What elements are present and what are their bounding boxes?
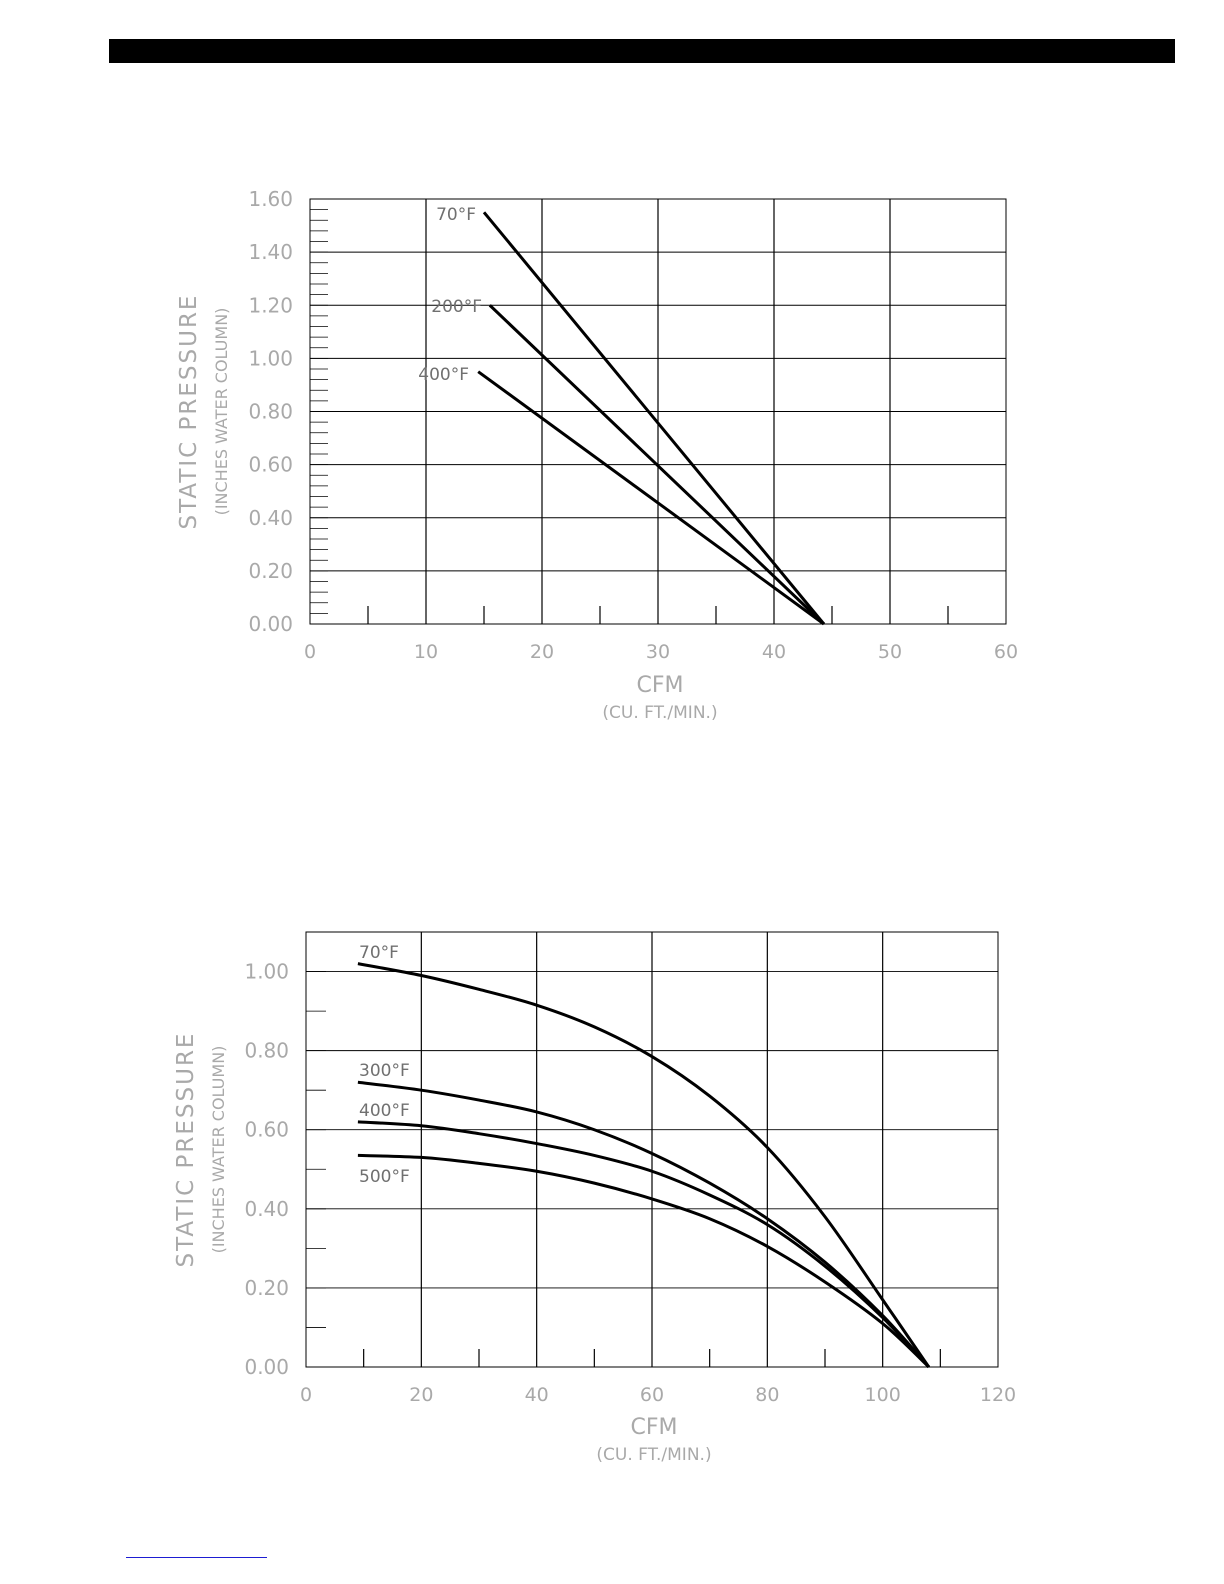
x-tick-label: 50 — [878, 641, 902, 663]
x-tick-label: 120 — [980, 1384, 1016, 1406]
y-axis-title: STATIC PRESSURE — [176, 294, 202, 530]
series-line — [477, 370, 825, 626]
y-tick-label: 0.00 — [244, 1355, 289, 1379]
series-label: 300°F — [359, 1061, 410, 1081]
series-line — [357, 1080, 930, 1369]
series-line — [482, 211, 826, 625]
x-tick-label: 0 — [304, 641, 316, 663]
series-label: 400°F — [418, 365, 469, 385]
y-tick-label: 0.40 — [244, 1197, 289, 1221]
series-label: 200°F — [431, 297, 482, 317]
y-tick-label: 1.40 — [248, 240, 293, 264]
y-tick-label: 0.00 — [248, 612, 293, 636]
x-tick-label: 40 — [762, 641, 786, 663]
x-tick-label: 0 — [300, 1384, 312, 1406]
header-bar — [109, 39, 1175, 63]
y-tick-label: 0.40 — [248, 506, 293, 530]
x-axis-subtitle: (CU. FT./MIN.) — [596, 1445, 711, 1465]
y-tick-label: 0.60 — [244, 1118, 289, 1142]
x-axis-title: CFM — [637, 673, 684, 698]
y-tick-label: 0.80 — [244, 1039, 289, 1063]
series-line — [488, 304, 825, 626]
x-tick-label: 20 — [530, 641, 554, 663]
x-tick-label: 60 — [640, 1384, 664, 1406]
y-tick-label: 1.00 — [244, 960, 289, 984]
series-label: 500°F — [359, 1167, 410, 1187]
series-line — [357, 962, 931, 1368]
footer-link-underline — [126, 1557, 267, 1558]
y-axis-subtitle: (INCHES WATER COLUMN) — [212, 308, 231, 516]
series-label: 70°F — [436, 205, 476, 225]
y-tick-label: 0.20 — [244, 1276, 289, 1300]
x-tick-label: 10 — [414, 641, 438, 663]
x-tick-label: 60 — [994, 641, 1018, 663]
x-tick-label: 40 — [525, 1384, 549, 1406]
chart-top: 0 10 20 30 40 50 60 0.00 0.20 0.40 0.60 0.80 1.00 1.2… — [176, 187, 1018, 723]
y-tick-label: 1.20 — [248, 293, 293, 317]
y-tick-label: 0.60 — [248, 453, 293, 477]
series-line — [357, 1120, 930, 1369]
y-axis-title: STATIC PRESSURE — [173, 1032, 199, 1268]
y-tick-label: 1.00 — [248, 346, 293, 370]
series-label: 70°F — [359, 943, 399, 963]
series-label: 400°F — [359, 1101, 410, 1121]
x-tick-label: 20 — [409, 1384, 433, 1406]
y-tick-label: 1.60 — [248, 187, 293, 211]
x-axis-subtitle: (CU. FT./MIN.) — [602, 703, 717, 723]
x-tick-label: 100 — [865, 1384, 901, 1406]
y-axis-subtitle: (INCHES WATER COLUMN) — [209, 1046, 228, 1254]
y-tick-label: 0.80 — [248, 400, 293, 424]
x-axis-title: CFM — [631, 1415, 678, 1440]
x-tick-label: 30 — [646, 641, 670, 663]
series-line — [357, 1153, 930, 1369]
y-tick-label: 0.20 — [248, 559, 293, 583]
x-tick-label: 80 — [755, 1384, 779, 1406]
